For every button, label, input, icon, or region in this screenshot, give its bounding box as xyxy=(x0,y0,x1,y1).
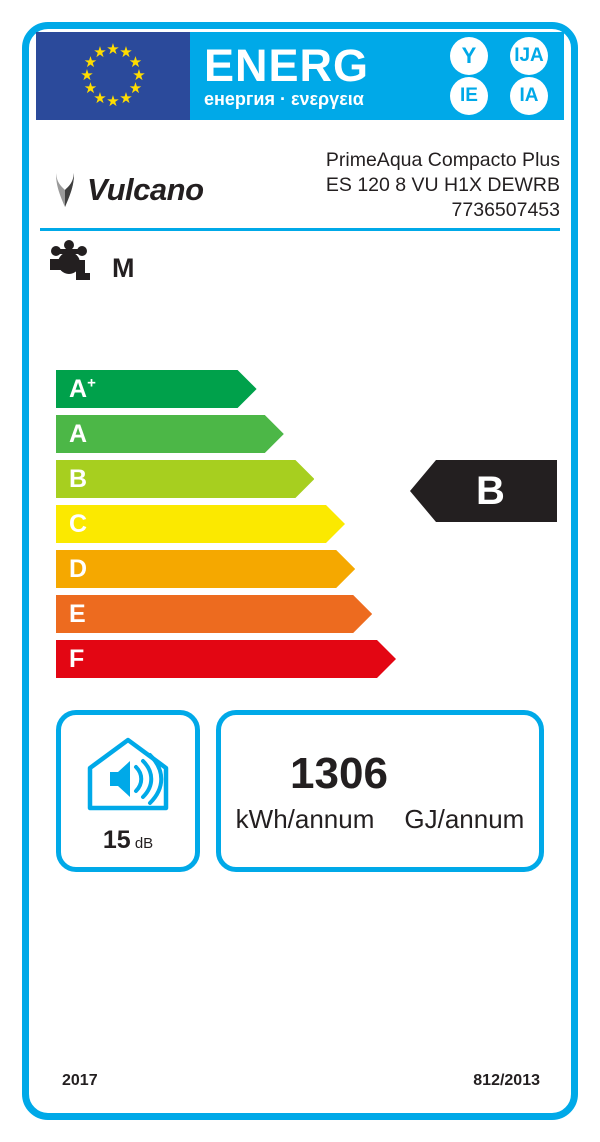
brand-model-block: PrimeAqua Compacto Plus ES 120 8 VU H1X … xyxy=(40,126,560,226)
energy-class-bar-shape: C xyxy=(56,505,345,543)
energy-class-bar-shape: B xyxy=(56,460,314,498)
energy-class-bar: C xyxy=(56,505,396,543)
label-year: 2017 xyxy=(62,1072,98,1089)
energy-class-letter: E xyxy=(69,600,86,628)
model-line-3: 7736507453 xyxy=(451,199,560,221)
energ-circle-y: Y xyxy=(450,37,488,75)
energy-unit-gj: GJ/annum xyxy=(404,803,525,834)
brand-logo: Vulcano xyxy=(52,172,204,208)
energy-class-bar-shape: F xyxy=(56,640,396,678)
eu-star: ★ xyxy=(119,44,133,62)
eu-flag-icon: ★ ★ ★ ★ ★ ★ ★ ★ ★ ★ ★ ★ xyxy=(36,32,190,120)
energy-class-letter: A+ xyxy=(69,374,96,403)
energy-class-bar-shape: D xyxy=(56,550,355,588)
eu-star: ★ xyxy=(93,44,107,62)
eu-star: ★ xyxy=(83,54,98,71)
energ-wordmark: ENERG енергия · ενεργεια xyxy=(190,43,369,110)
energy-class-letter: D xyxy=(69,555,88,583)
rating-arrow: B xyxy=(410,460,557,522)
model-line-2: ES 120 8 VU H1X DEWRB xyxy=(325,174,560,196)
energy-class-bar: B xyxy=(56,460,396,498)
brand-name: Vulcano xyxy=(87,172,204,207)
energy-class-bar-shape: E xyxy=(56,595,372,633)
energy-unit-kwh: kWh/annum xyxy=(235,803,375,834)
energy-class-letter: B xyxy=(69,465,88,493)
eu-star: ★ xyxy=(128,54,143,71)
energy-class-bar: F xyxy=(56,640,396,678)
eu-star: ★ xyxy=(83,80,98,97)
sound-house-icon xyxy=(87,737,169,810)
eu-star: ★ xyxy=(119,89,133,107)
energy-class-bar-shape: A+ xyxy=(56,370,257,408)
model-line-1: PrimeAqua Compacto Plus xyxy=(325,149,560,171)
energ-circle-ie: IE xyxy=(450,77,488,115)
energ-main-text: ENERG xyxy=(204,39,370,91)
label-regulation: 812/2013 xyxy=(473,1072,540,1089)
energy-consumption-value: 1306 xyxy=(290,748,388,798)
energy-class-plus: + xyxy=(87,374,96,392)
load-profile-row: M xyxy=(48,240,135,284)
energy-class-scale: A+ A B C D E F xyxy=(56,370,396,685)
eu-star: ★ xyxy=(128,80,143,97)
energ-circle-ia: IA xyxy=(510,77,548,115)
energy-class-bar: A xyxy=(56,415,396,453)
eu-star: ★ xyxy=(132,67,146,84)
sound-power-unit: dB xyxy=(134,834,154,852)
header-separator xyxy=(40,228,560,231)
energy-class-bar: D xyxy=(56,550,396,588)
eu-star: ★ xyxy=(106,93,120,110)
sound-power-value: 15 xyxy=(102,825,131,854)
load-profile-letter: M xyxy=(112,252,135,283)
eu-star: ★ xyxy=(106,41,120,58)
energy-class-letter: C xyxy=(69,510,88,538)
energy-class-bar: A+ xyxy=(56,370,396,408)
energ-sub-text: енергия · ενεργεια xyxy=(204,88,364,109)
energy-class-letter: A xyxy=(69,420,88,448)
eu-star: ★ xyxy=(80,67,94,84)
energy-class-letter: F xyxy=(69,645,85,673)
label-header: ★ ★ ★ ★ ★ ★ ★ ★ ★ ★ ★ ★ ENERG енергия · ενεργεια Y … xyxy=(36,32,564,120)
energy-consumption-box: 1306 kWh/annum GJ/annum xyxy=(216,710,544,872)
sound-power-box: 15 dB xyxy=(56,710,200,872)
rating-letter: B xyxy=(476,468,505,513)
model-identifier: PrimeAqua Compacto Plus ES 120 8 VU H1X … xyxy=(326,148,560,223)
energ-circle-ija: IJA xyxy=(510,37,548,75)
tap-icon xyxy=(50,240,90,280)
flame-icon xyxy=(56,173,74,207)
energ-language-circles: Y IJA IE IA xyxy=(440,37,558,115)
energy-class-bar-shape: A xyxy=(56,415,284,453)
energ-band: ENERG енергия · ενεργεια Y IJA IE IA xyxy=(190,32,564,120)
sound-power-value-row: 15 dB xyxy=(103,826,153,855)
energy-units-row: kWh/annum GJ/annum xyxy=(236,804,525,835)
eu-star: ★ xyxy=(93,89,107,107)
energy-class-bar: E xyxy=(56,595,396,633)
